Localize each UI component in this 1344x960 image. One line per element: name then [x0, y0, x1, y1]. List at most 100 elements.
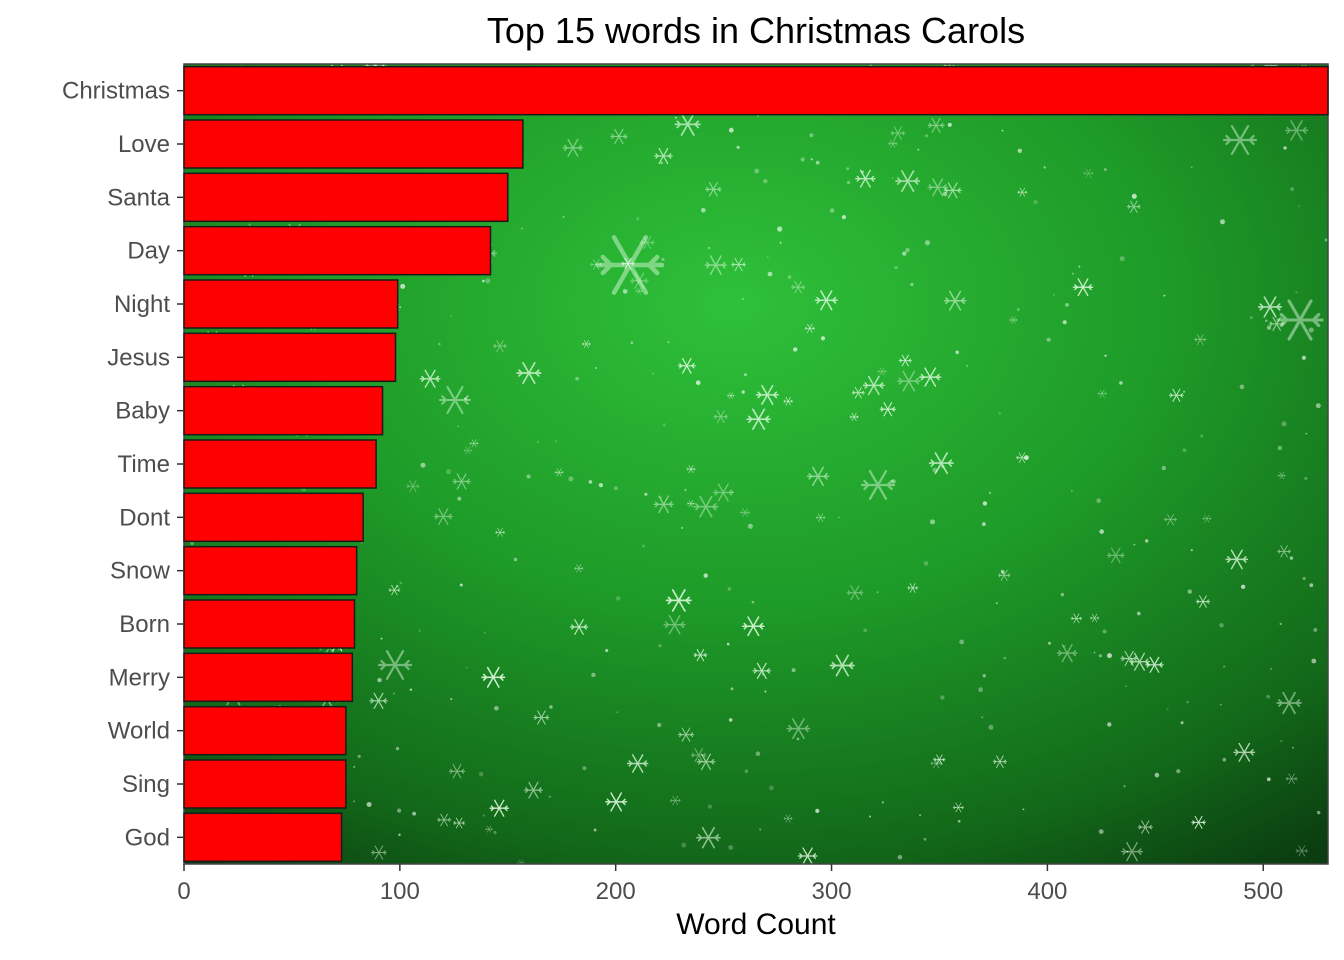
snow-dot [1098, 654, 1102, 658]
y-tick-label: Sing [122, 771, 170, 798]
snow-dot [838, 516, 840, 519]
snow-dot [777, 226, 783, 232]
snow-dot [1302, 576, 1306, 581]
snow-dot [1305, 432, 1308, 435]
snow-dot [1166, 708, 1169, 711]
snow-dot [1133, 543, 1136, 546]
snow-dot [1309, 583, 1314, 588]
snow-dot [1304, 476, 1308, 480]
snow-dot [1093, 651, 1096, 654]
snow-dot [995, 602, 998, 604]
snow-dot [1060, 592, 1065, 597]
snow-dot [594, 367, 597, 369]
snow-dot [1065, 303, 1069, 307]
x-axis: 0 100 200 300 400 500 [177, 864, 1283, 905]
snow-dot [1107, 722, 1112, 727]
snow-dot [398, 833, 401, 836]
snow-dot [881, 801, 884, 804]
snow-dot [1219, 623, 1224, 628]
snow-dot [998, 412, 1001, 415]
snow-dot [1016, 308, 1020, 311]
snow-dot [1295, 291, 1298, 294]
bar-world [183, 705, 347, 756]
snow-dot [420, 462, 426, 468]
bar-christmas [183, 65, 1329, 116]
snow-dot [1249, 316, 1253, 320]
snow-dot [982, 501, 988, 506]
snow-dot [1279, 622, 1282, 626]
snow-dot [393, 692, 395, 695]
snow-dot [1183, 390, 1186, 393]
snow-dot [1119, 256, 1125, 262]
snow-dot [400, 283, 406, 289]
y-tick-label: God [125, 824, 170, 851]
snow-dot [1072, 272, 1074, 275]
snow-dot [657, 722, 662, 728]
snow-dot [548, 795, 551, 798]
snow-dot [894, 266, 898, 270]
chart-title: Top 15 words in Christmas Carols [486, 10, 1026, 51]
bar-night [183, 279, 399, 329]
snow-dot [1190, 166, 1193, 169]
snow-dot [582, 766, 587, 771]
snow-dot [457, 425, 460, 428]
y-tick-label: Time [118, 451, 170, 478]
snow-dot [876, 591, 879, 594]
snow-dot [841, 215, 847, 220]
bar-santa [183, 172, 509, 223]
snow-dot [575, 376, 579, 381]
snow-dot [930, 519, 935, 525]
x-tick-label: 100 [380, 878, 420, 905]
snow-dot [754, 168, 760, 174]
bars [183, 65, 1329, 863]
bar-god [183, 812, 343, 863]
bar-born [183, 599, 356, 649]
snow-dot [947, 122, 952, 127]
snow-dot [555, 440, 557, 443]
snow-dot [726, 642, 730, 646]
snow-dot [742, 298, 744, 300]
y-tick-label: Christmas [62, 78, 170, 105]
y-tick-label: Love [118, 131, 170, 158]
snow-dot [759, 828, 762, 831]
x-tick-label: 400 [1027, 878, 1067, 905]
snow-dot [1003, 656, 1007, 660]
bar-jesus [183, 332, 397, 383]
snow-dot [1103, 168, 1107, 171]
snow-dot [493, 830, 497, 835]
snow-dot [897, 854, 903, 860]
snow-dot [636, 217, 640, 221]
snow-dot [1283, 146, 1287, 150]
y-tick-label: Day [127, 238, 170, 265]
snow-dot [815, 160, 820, 165]
bar-time [183, 439, 377, 489]
snow-dot [751, 600, 755, 604]
snow-dot [982, 674, 986, 678]
y-tick-label: World [108, 718, 170, 745]
snow-dot [1163, 294, 1166, 297]
snow-dot [190, 541, 194, 546]
bar-dont [183, 492, 364, 543]
snow-dot [513, 557, 518, 562]
snow-dot [248, 223, 251, 226]
snow-dot [1277, 445, 1283, 451]
snow-dot [1023, 455, 1029, 461]
snow-dot [1317, 810, 1321, 815]
snow-dot [846, 167, 850, 171]
snow-dot [409, 688, 413, 691]
snow-dot [924, 240, 931, 246]
snow-dot [1324, 238, 1328, 242]
snow-dot [357, 754, 361, 759]
snow-dot [919, 814, 922, 817]
snow-dot [917, 148, 920, 151]
snow-dot [485, 278, 491, 284]
snow-dot [681, 526, 684, 529]
snow-dot [494, 706, 499, 711]
snow-dot [846, 180, 851, 185]
y-tick-label: Jesus [107, 344, 170, 371]
x-tick-label: 200 [596, 878, 636, 905]
snow-dot [924, 134, 929, 138]
snow-dot [810, 158, 813, 161]
snow-dot [703, 573, 708, 578]
